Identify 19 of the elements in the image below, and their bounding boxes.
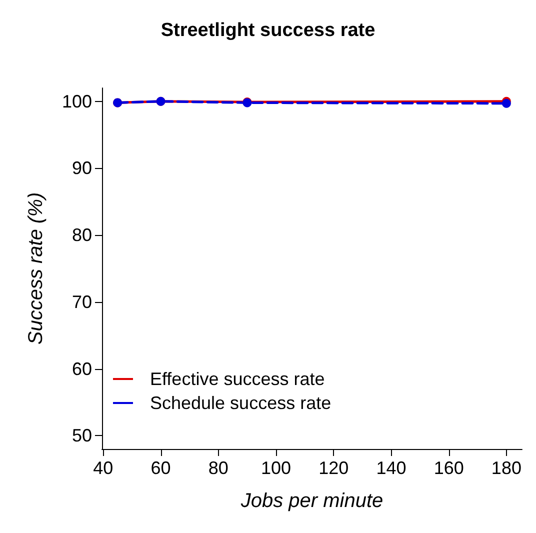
y-tick-label: 70: [72, 292, 92, 312]
y-axis-title: Success rate (%): [25, 192, 47, 345]
x-tick-label: 80: [208, 458, 228, 478]
y-tick-label: 90: [72, 158, 92, 178]
legend-label: Effective success rate: [150, 369, 325, 389]
x-tick-label: 60: [150, 458, 171, 478]
x-tick-label: 180: [491, 458, 522, 478]
x-axis-title: Jobs per minute: [240, 490, 384, 512]
y-tick-label: 80: [72, 225, 92, 246]
x-tick-label: 140: [376, 458, 406, 478]
y-tick-label: 60: [72, 358, 92, 379]
x-tick-label: 160: [434, 458, 464, 478]
y-tick-label: 50: [72, 426, 92, 446]
legend-label: Schedule success rate: [150, 393, 332, 413]
x-tick-label: 120: [318, 458, 349, 478]
y-tick-label: 100: [62, 91, 92, 112]
chart-title: Streetlight success rate: [160, 20, 376, 41]
x-tick-label: 100: [260, 458, 292, 478]
x-tick-label: 40: [93, 458, 114, 478]
